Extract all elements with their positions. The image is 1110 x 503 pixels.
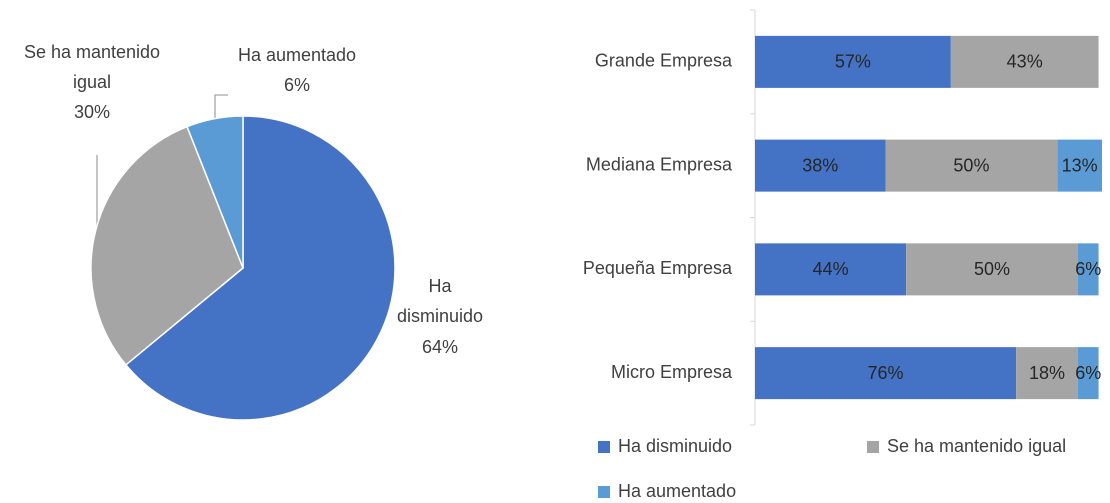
data-label: 44% bbox=[813, 259, 849, 279]
bar-segment bbox=[755, 35, 951, 88]
bar-segment bbox=[1077, 347, 1099, 400]
bar-segment bbox=[755, 139, 886, 192]
bar-segment bbox=[755, 347, 1017, 400]
leader-line bbox=[214, 94, 228, 122]
data-label: 57% bbox=[835, 52, 871, 72]
bar-segment bbox=[1057, 139, 1102, 192]
bar-segment bbox=[950, 35, 1099, 88]
pie-value-label: 30% bbox=[73, 102, 111, 122]
legend-label: Ha disminuido bbox=[618, 436, 732, 456]
pie-label: Ha aumentado bbox=[237, 45, 357, 65]
legend-marker bbox=[598, 486, 610, 498]
data-label: 6% bbox=[1075, 259, 1101, 279]
data-label: 6% bbox=[1075, 363, 1101, 383]
pie-slice bbox=[90, 125, 244, 366]
pie-slice bbox=[186, 115, 244, 269]
y-tick-label: Mediana Empresa bbox=[586, 154, 733, 174]
data-label: 18% bbox=[1029, 363, 1065, 383]
bar-segment bbox=[906, 243, 1078, 296]
pie-label: Ha disminuido bbox=[396, 276, 484, 326]
data-label: 13% bbox=[1062, 155, 1098, 175]
bar-segment bbox=[1077, 243, 1099, 296]
bar-segment bbox=[885, 139, 1058, 192]
data-label: 76% bbox=[868, 363, 904, 383]
data-label: 50% bbox=[974, 259, 1010, 279]
pie-label: Se ha mantenido igual bbox=[23, 42, 161, 92]
legend-label: Ha aumentado bbox=[618, 481, 736, 501]
data-label: 38% bbox=[802, 155, 838, 175]
bar-segment bbox=[1016, 347, 1078, 400]
bar-segment bbox=[755, 243, 907, 296]
legend-marker bbox=[598, 441, 610, 453]
y-tick-label: Grande Empresa bbox=[595, 51, 733, 71]
pie-slice bbox=[124, 115, 396, 421]
legend-label: Se ha mantenido igual bbox=[887, 436, 1066, 456]
legend-marker bbox=[867, 441, 879, 453]
data-label: 50% bbox=[953, 155, 989, 175]
y-tick-label: Micro Empresa bbox=[611, 362, 733, 382]
y-tick-label: Pequeña Empresa bbox=[583, 258, 733, 278]
pie-value-label: 64% bbox=[421, 337, 459, 357]
pie-value-label: 6% bbox=[283, 75, 310, 95]
data-label: 43% bbox=[1007, 52, 1043, 72]
